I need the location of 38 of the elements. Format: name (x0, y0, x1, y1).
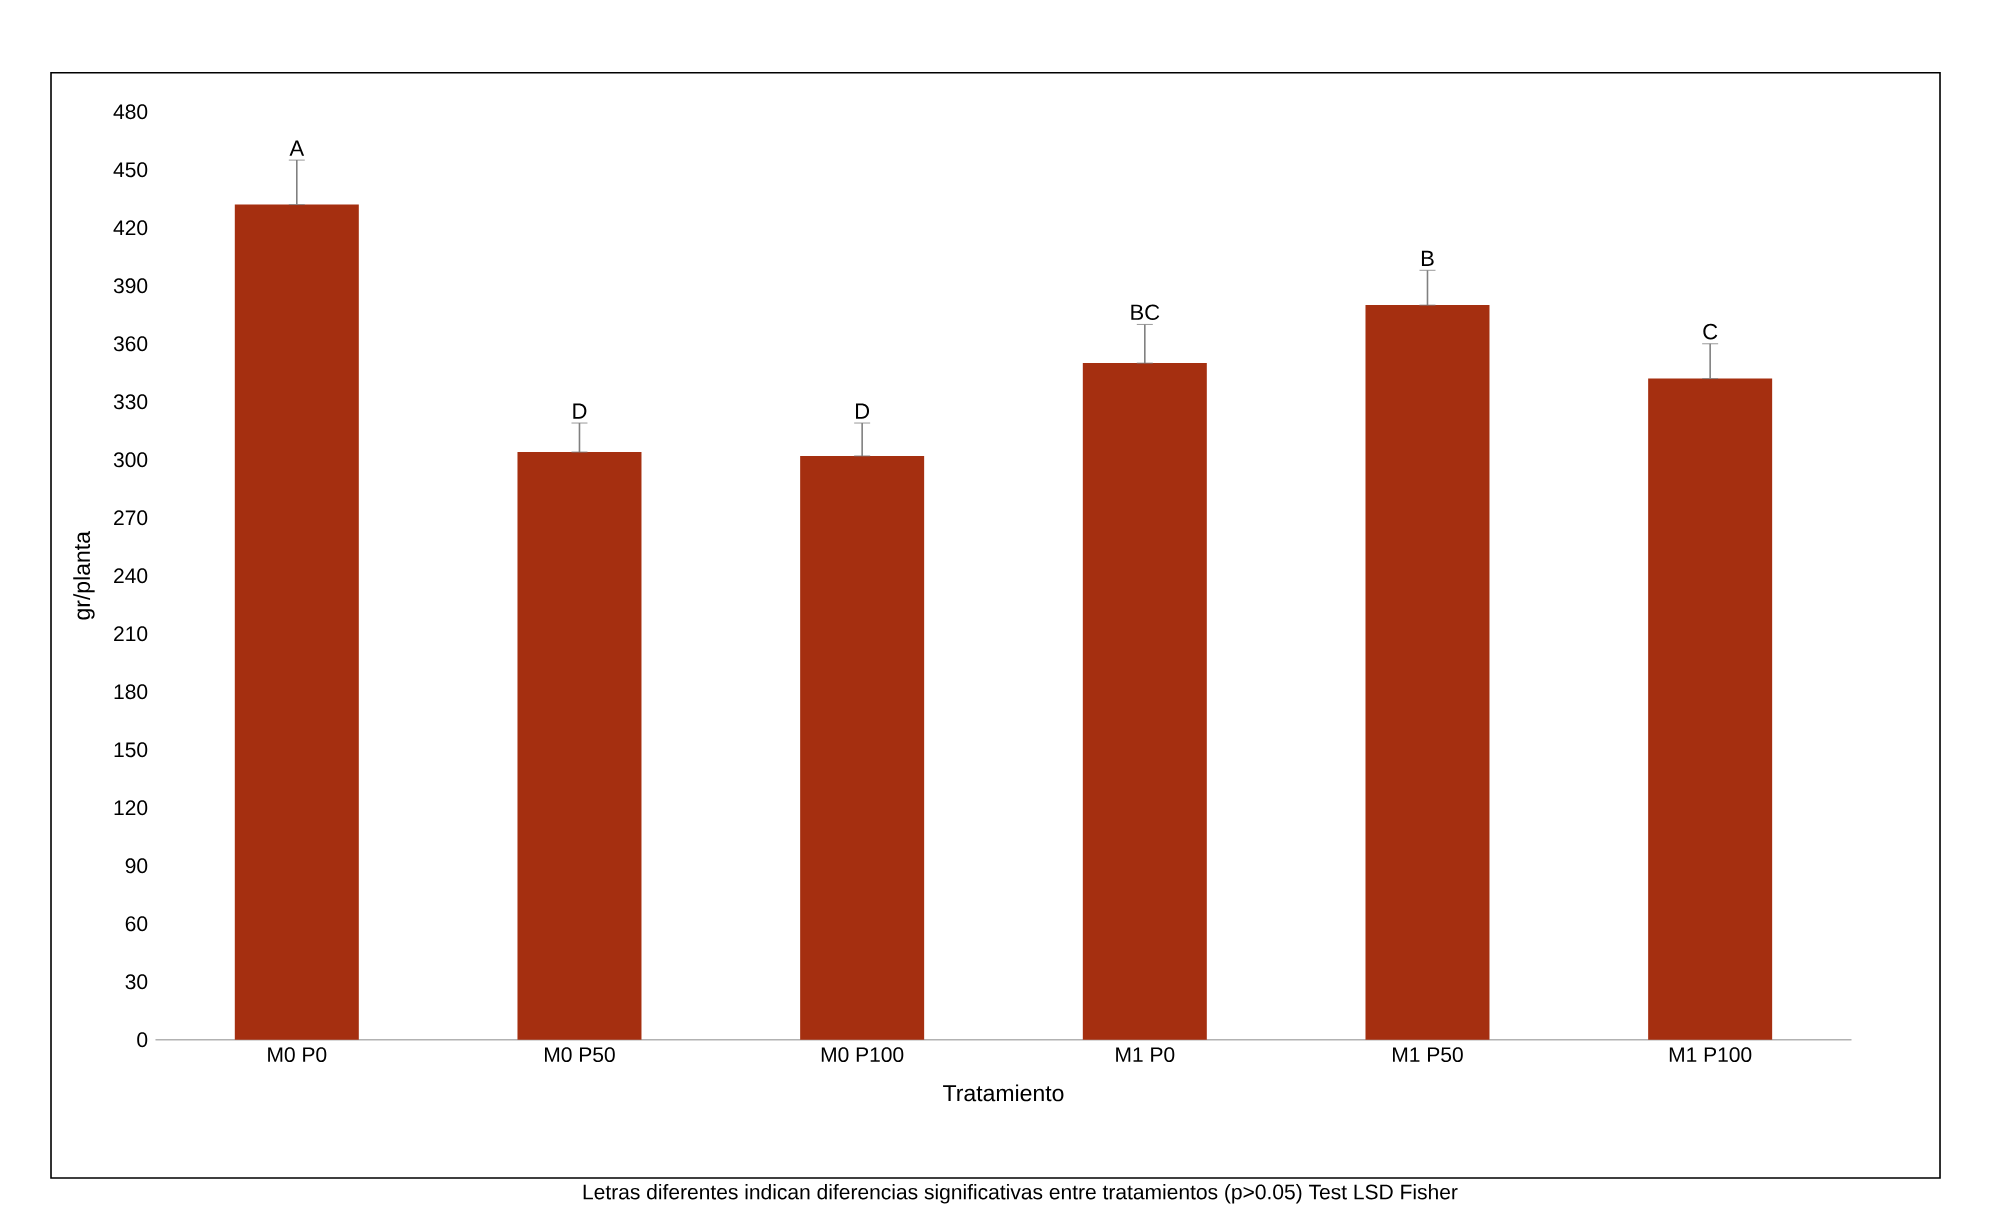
y-tick-label: 420 (113, 220, 148, 236)
annotation: D (573, 403, 587, 419)
bar (800, 455, 925, 1040)
annotation: D (856, 403, 870, 419)
annotation: B (1421, 250, 1434, 266)
x-tick-label: M1 P100 (1669, 1047, 1752, 1063)
y-tick-label: 480 (113, 104, 148, 120)
bar (234, 204, 359, 1040)
y-tick-label: 390 (113, 278, 148, 294)
y-tick-label: 450 (113, 162, 148, 178)
bar (1082, 363, 1207, 1040)
y-tick-label: 270 (114, 510, 148, 526)
y-tick-label: 60 (125, 916, 148, 932)
bar (517, 452, 642, 1040)
y-tick-label: 180 (114, 684, 148, 700)
y-tick-label: 150 (114, 742, 148, 758)
x-tick-label: M0 P50 (545, 1047, 615, 1063)
y-tick-label: 240 (114, 568, 148, 584)
y-tick-label: 300 (113, 452, 148, 468)
y-tick-label: 360 (113, 336, 148, 352)
y-axis-title: gr/planta (73, 531, 95, 620)
y-tick-label: 30 (125, 974, 148, 990)
x-tick-label: M1 P50 (1393, 1047, 1463, 1063)
annotation: BC (1131, 304, 1160, 321)
x-tick-label: M0 P100 (821, 1047, 904, 1063)
y-tick-label: 330 (113, 394, 148, 410)
annotation: A (289, 140, 305, 156)
bar (1648, 378, 1773, 1040)
bar (1365, 305, 1490, 1040)
x-tick-label: M1 P0 (1116, 1047, 1175, 1063)
y-tick-label: 120 (114, 800, 148, 816)
annotation: C (1703, 323, 1718, 340)
x-axis-title: Tratamiento (943, 1084, 1064, 1102)
y-tick-label: 90 (125, 858, 148, 874)
x-tick-label: M0 P0 (268, 1047, 327, 1063)
text: Letras diferentes indican diferencias significativas entre tratamientos (p>0.05) Test LSD Fisher (583, 1184, 1458, 1204)
y-tick-label: 0 (137, 1032, 148, 1048)
y-tick-label: 210 (114, 626, 148, 642)
